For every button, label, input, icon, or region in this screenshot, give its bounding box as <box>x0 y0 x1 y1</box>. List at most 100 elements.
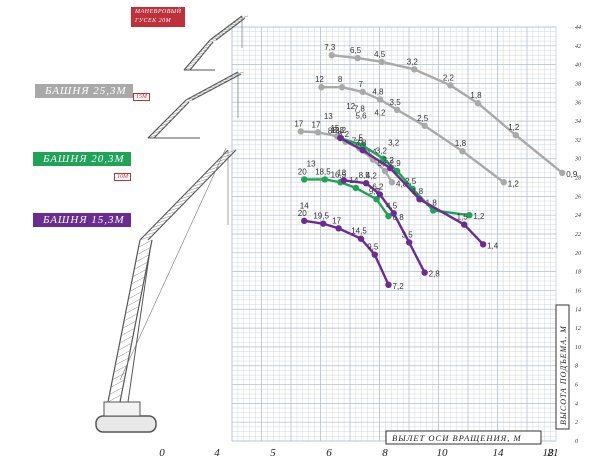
data-point <box>359 147 366 154</box>
data-point <box>416 195 423 203</box>
data-point <box>340 177 347 184</box>
data-label: 7,3 <box>324 43 336 52</box>
data-point <box>314 129 322 136</box>
data-label: 3,5 <box>390 98 402 107</box>
data-label: 15 <box>330 124 339 133</box>
y-axis-label: ВЫСОТА ПОДЪЕМА, М <box>559 325 568 425</box>
data-point <box>376 96 384 103</box>
data-label: 4,2 <box>374 108 386 117</box>
x-tick-label: 6 <box>326 447 332 459</box>
data-label: 13 <box>337 168 346 177</box>
data-point <box>466 211 473 219</box>
data-label: 2,9 <box>390 159 402 168</box>
data-point <box>381 167 389 175</box>
data-label: 1,2 <box>508 123 520 132</box>
data-label: 2,8 <box>429 270 441 279</box>
data-label: 7,8 <box>354 105 366 114</box>
y-tick-label: 30 <box>574 157 581 163</box>
x-tick-label: 18 <box>543 447 555 459</box>
data-point <box>301 176 308 183</box>
data-label: 4,8 <box>372 87 384 96</box>
y-tick-label: 28 <box>575 176 581 182</box>
x-axis-label: ВЫЛЕТ ОСИ ВРАЩЕНИЯ, М <box>392 433 522 443</box>
x-tick-label: 5 <box>270 447 276 459</box>
data-label: 2,2 <box>383 156 395 165</box>
y-tick-label: 36 <box>574 100 581 106</box>
series-line <box>343 179 426 274</box>
data-point <box>421 122 428 129</box>
data-label: 2,2 <box>443 73 455 82</box>
y-tick-label: 32 <box>574 138 581 144</box>
data-label: 7,2 <box>393 282 405 291</box>
y-tick-label: 16 <box>575 288 581 294</box>
data-label: 9,5 <box>367 243 379 252</box>
crane-drawing <box>95 15 249 433</box>
y-tick-label: 6 <box>575 383 578 389</box>
data-point <box>447 82 454 89</box>
data-label: 17 <box>332 216 341 225</box>
grid <box>231 26 557 442</box>
y-tick-label: 20 <box>575 251 581 257</box>
data-label: 5,6 <box>355 111 367 120</box>
x-tick-label: 0 <box>159 447 165 459</box>
data-label: 6,8 <box>393 213 405 222</box>
data-point <box>376 191 384 198</box>
data-point <box>371 251 378 258</box>
legend-tower-20: БАШНЯ 20,3М <box>33 152 131 166</box>
legend-jib-10m: 10М <box>114 173 131 181</box>
data-label: 1,8 <box>455 139 467 148</box>
data-point <box>385 212 392 220</box>
y-tick-label: 12 <box>575 326 581 332</box>
data-label: 5 <box>358 134 363 143</box>
data-label: 8,5 <box>359 171 371 180</box>
y-tick-label: 42 <box>575 43 581 50</box>
data-label: 6,2 <box>372 182 384 191</box>
y-tick-label: 40 <box>575 62 581 69</box>
data-label: 16,5 <box>331 170 347 179</box>
data-point <box>411 66 418 73</box>
data-label: 14 <box>300 202 309 211</box>
data-label: 3,2 <box>376 147 388 156</box>
legend-tower-15: БАШНЯ 15,3М <box>33 213 131 227</box>
data-point <box>328 52 335 59</box>
data-label: 4,8 <box>396 179 408 188</box>
data-label: 6,5 <box>350 46 362 55</box>
series-line <box>304 178 390 217</box>
y-axis-label-box: ВЫСОТА ПОДЪЕМА, М <box>555 304 570 430</box>
legend-jib-15m: 15М <box>133 93 150 101</box>
data-point <box>388 179 396 186</box>
data-point <box>357 235 365 242</box>
data-label: 2,5 <box>405 177 417 186</box>
x-axis-label-box: ВЫЛЕТ ОСИ ВРАЩЕНИЯ, М <box>385 430 542 445</box>
y-tick-label: 2 <box>575 420 578 426</box>
data-label: 8,2 <box>338 130 350 139</box>
data-label: 20 <box>298 167 307 176</box>
data-label: 3,2 <box>407 57 419 66</box>
y-tick-label: 10 <box>575 345 581 351</box>
data-label: 13,2 <box>331 126 347 135</box>
data-label: 19,5 <box>313 212 329 221</box>
data-label: 1,2 <box>473 212 485 221</box>
series-line <box>331 54 563 174</box>
data-point <box>559 169 566 177</box>
x-tick-label: 8 <box>382 447 388 459</box>
data-point <box>500 179 507 186</box>
x-tick-label: 14 <box>493 447 505 459</box>
y-tick-label: 22 <box>575 232 581 238</box>
data-point <box>319 220 327 227</box>
legend-jib-line2: ГУСЕК 20М <box>135 18 172 24</box>
data-label: 20 <box>298 209 307 218</box>
data-label: 13 <box>324 112 333 121</box>
data-point <box>393 106 401 114</box>
data-point <box>318 84 325 91</box>
data-point <box>387 164 394 172</box>
data-point <box>335 225 342 232</box>
data-point <box>297 128 304 135</box>
data-label: 3,2 <box>388 139 400 148</box>
data-point <box>459 148 466 155</box>
data-point <box>474 100 482 107</box>
data-point <box>337 134 344 142</box>
data-label: 7,5 <box>352 136 364 145</box>
